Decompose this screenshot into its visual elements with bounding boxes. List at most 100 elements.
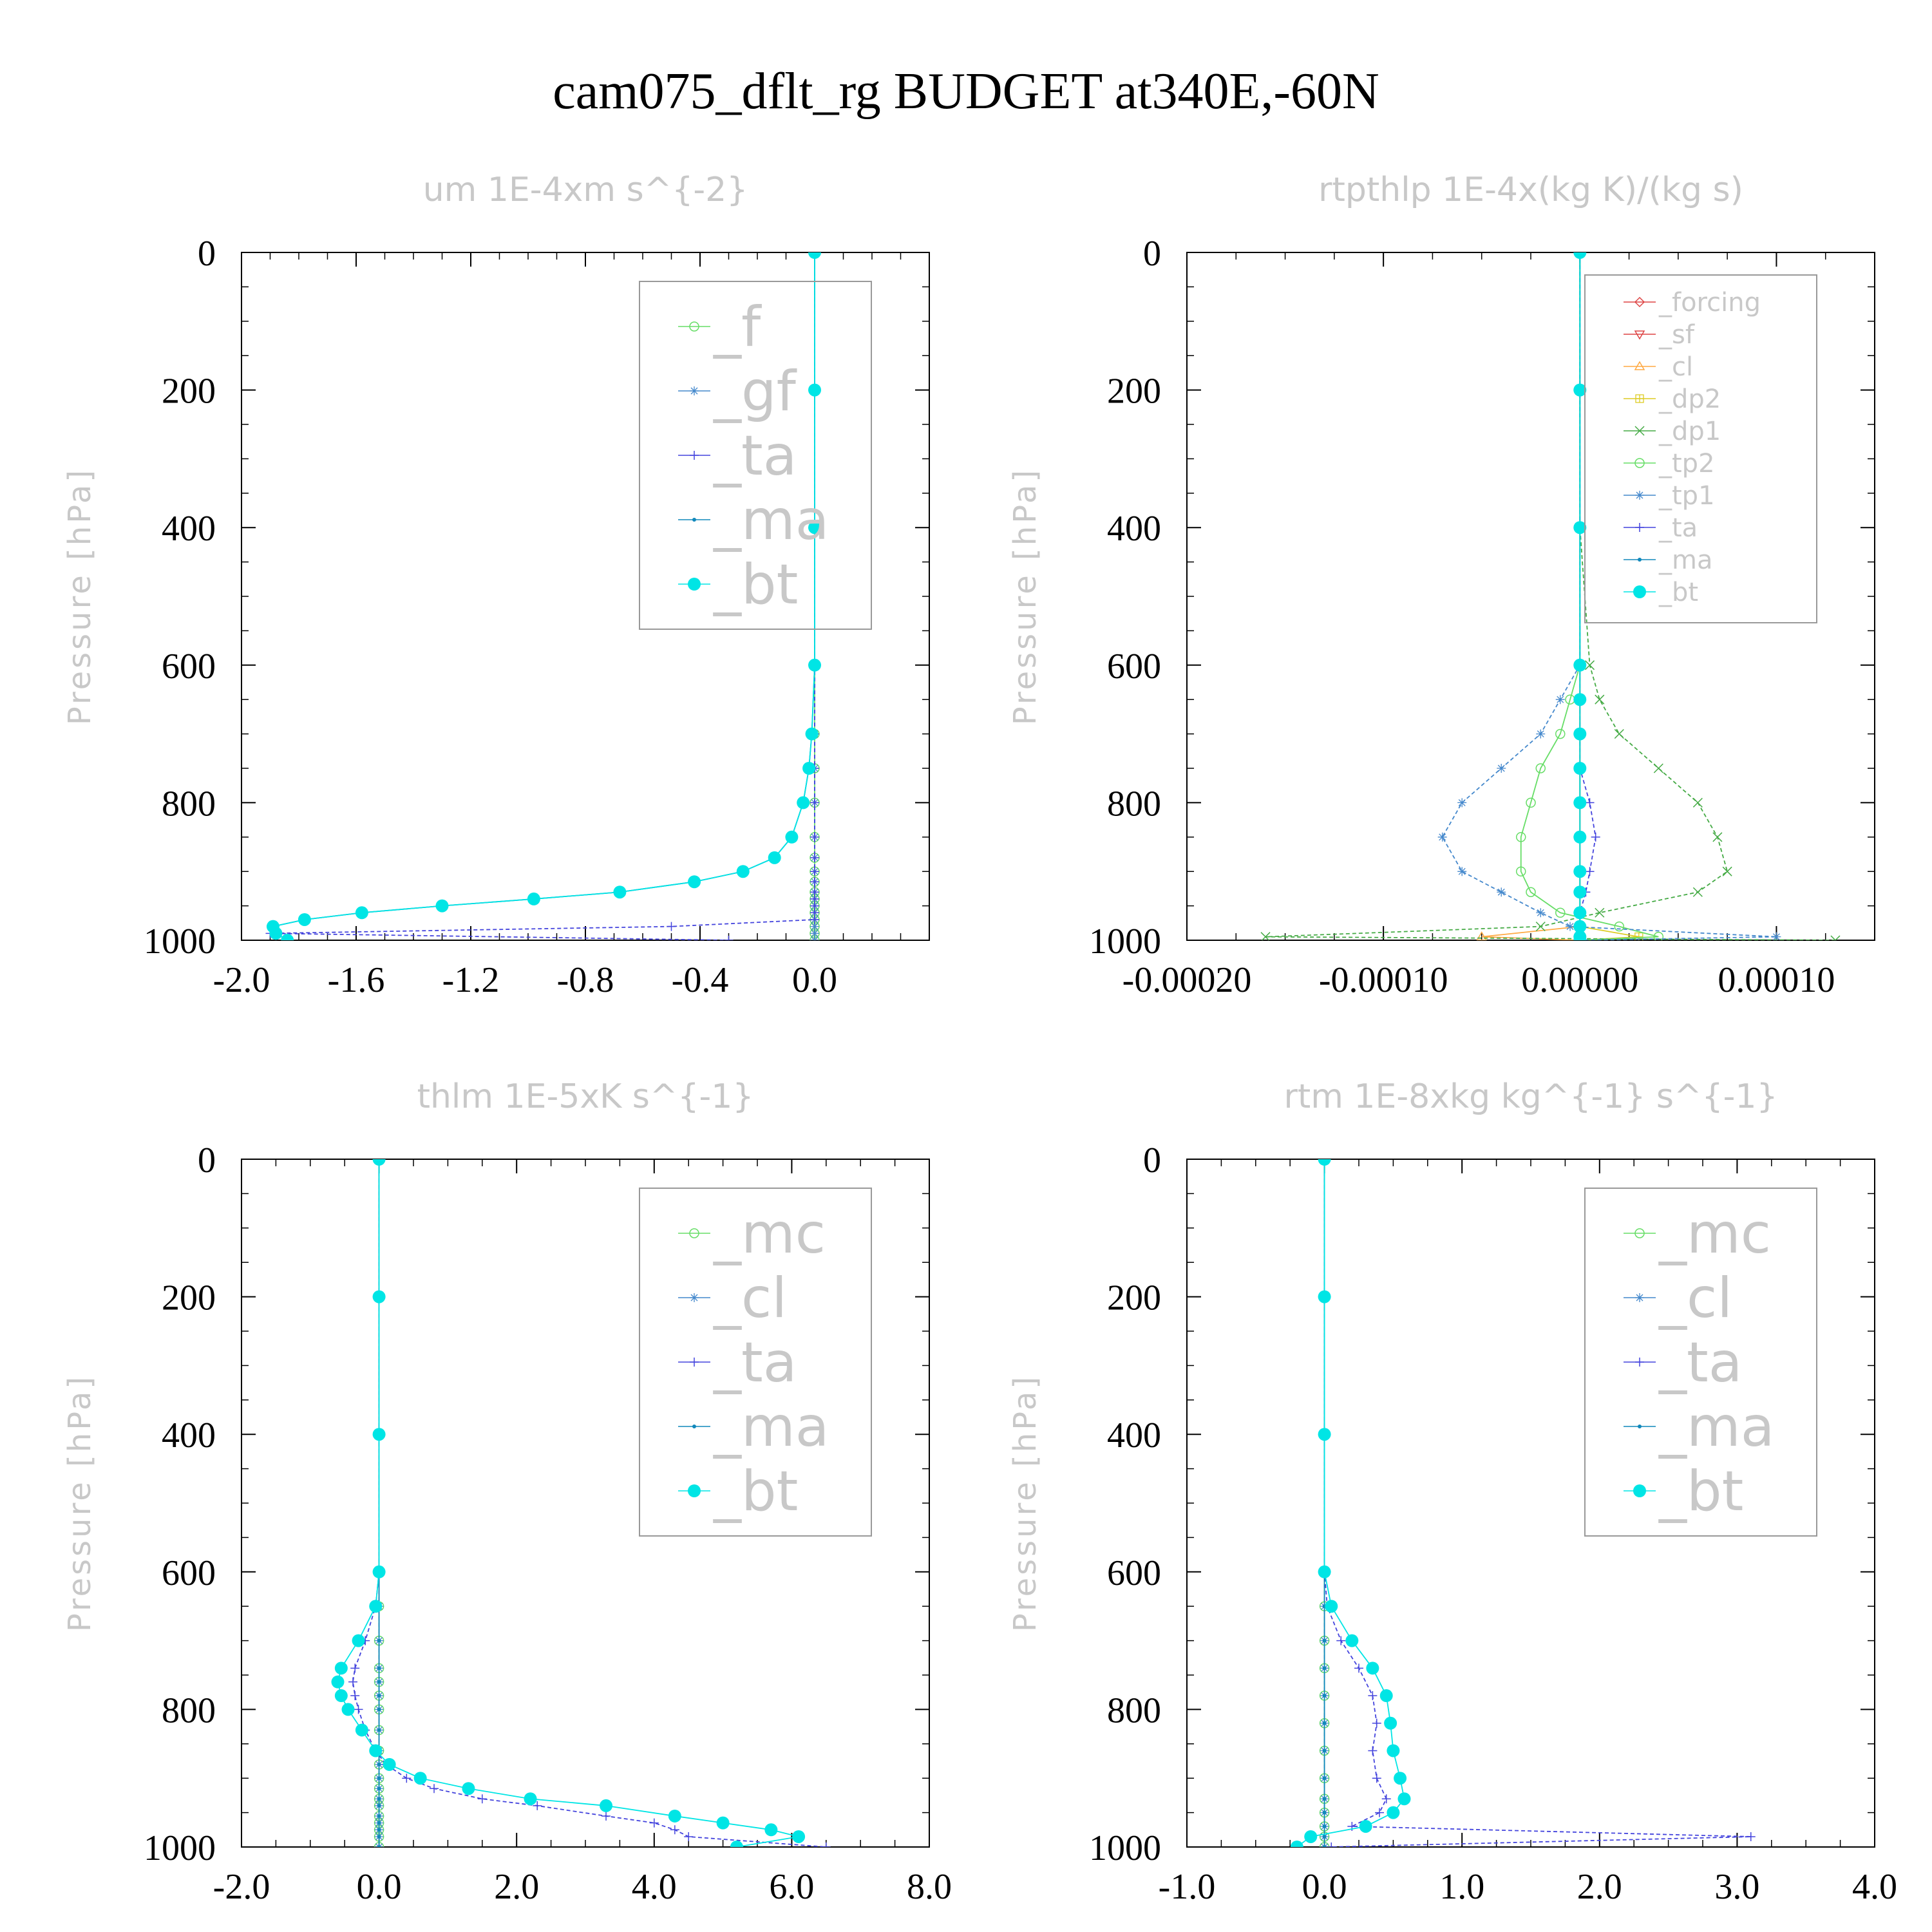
legend-marker: [1634, 296, 1645, 308]
legend-marker: [1633, 585, 1646, 598]
data-point-bt: [1573, 796, 1587, 810]
legend-marker: [1634, 426, 1645, 436]
data-point-tp1: [1536, 729, 1546, 739]
data-point-ta: [821, 1842, 831, 1847]
data-point-bt: [1384, 1716, 1397, 1730]
data-point-ta: [1372, 1718, 1381, 1728]
data-point-ma: [1322, 1638, 1327, 1643]
data-point-bt: [1573, 383, 1587, 397]
legend-box: [1584, 1188, 1817, 1537]
data-point-tp2: [1555, 728, 1566, 739]
data-point-ma: [1322, 1810, 1327, 1815]
series-group: [1260, 252, 1841, 940]
y-tick-label: 1000: [1089, 922, 1161, 961]
data-point-ta: [810, 877, 819, 887]
data-point-bt: [1573, 920, 1587, 933]
data-point-bt: [372, 1290, 386, 1303]
y-tick-label: 200: [162, 1278, 216, 1318]
data-point-bt: [808, 383, 821, 397]
data-point-dp1: [1535, 922, 1546, 932]
legend-marker: [689, 321, 699, 332]
y-tick-label: 400: [1107, 1416, 1161, 1455]
data-point-ta: [810, 853, 819, 862]
panel-title: rtpthlp 1E-4x(kg K)/(kg s): [1318, 171, 1743, 209]
data-point-ta: [670, 1825, 679, 1835]
legend-marker: [1634, 361, 1645, 370]
legend-entry-label: _ta: [1658, 513, 1698, 543]
y-tick-label: 800: [1107, 784, 1161, 824]
data-point-bt: [736, 865, 750, 878]
series-group: [331, 1159, 831, 1847]
data-point-bt: [1573, 906, 1587, 920]
data-point-ma: [377, 1834, 381, 1839]
data-point-ma: [377, 1694, 381, 1698]
data-point-ta: [724, 936, 734, 940]
data-point-bt: [1387, 1806, 1400, 1819]
x-tick-label: -2.0: [213, 1867, 270, 1907]
legend-entry-label: _dp1: [1658, 417, 1721, 446]
data-point-bt: [352, 1634, 365, 1647]
data-point-bt: [1397, 1792, 1411, 1806]
data-point-bt: [1325, 1600, 1338, 1613]
data-point-ta: [601, 1811, 611, 1821]
legend-marker: [689, 1228, 699, 1238]
data-point-bt: [372, 1565, 386, 1578]
data-point-ta: [1591, 832, 1600, 842]
data-point-dp1: [1692, 797, 1703, 808]
y-tick-label: 400: [1107, 509, 1161, 549]
data-point-ma: [377, 1707, 381, 1712]
data-point-ma: [1322, 1845, 1327, 1847]
x-tick-label: 0.0: [792, 960, 837, 1000]
y-tick-label: 200: [1107, 372, 1161, 412]
legend-entry-label: _cl: [1658, 1266, 1732, 1331]
data-point-bt: [688, 875, 701, 889]
data-point-dp1: [1830, 935, 1841, 940]
data-point-ta: [649, 1818, 659, 1828]
data-point-bt: [1573, 252, 1587, 259]
series-line-bt: [1296, 1159, 1405, 1847]
legend-entry-label: _sf: [1658, 320, 1695, 350]
data-point-bt: [369, 1744, 383, 1757]
series-line-tp1: [1441, 252, 1777, 940]
legend-marker: [1635, 1293, 1644, 1302]
data-point-bt: [1387, 1744, 1400, 1757]
data-point-ta: [348, 1677, 358, 1687]
legend-marker: [688, 1484, 701, 1497]
legend-marker: [690, 1293, 699, 1302]
data-point-ta: [350, 1663, 360, 1673]
x-tick-label: -1.6: [328, 960, 385, 1000]
data-point-bt: [1345, 1634, 1359, 1647]
data-point-ma: [1322, 1824, 1327, 1828]
legend-entry-label: _ta: [713, 424, 797, 488]
legend-entry-label: _mc: [713, 1202, 826, 1266]
chart-panel-2: rtpthlp 1E-4x(kg K)/(kg s) Pressure [hPa]…: [1007, 171, 1875, 1000]
data-point-gf: [810, 936, 819, 940]
legend-marker: [1634, 458, 1645, 468]
x-tick-label: 3.0: [1714, 1867, 1759, 1907]
series-line-dp1: [1265, 252, 1835, 940]
data-point-bt: [668, 1809, 681, 1823]
y-axis-label: Pressure [hPa]: [1007, 468, 1043, 725]
legend-marker: [1635, 394, 1644, 403]
legend-entry-label: _ma: [713, 488, 829, 553]
legend-entry-label: _ma: [1658, 1395, 1774, 1459]
data-point-ta: [1746, 1832, 1756, 1841]
data-point-ma: [1322, 1694, 1327, 1698]
legend-entry-label: _tp2: [1658, 449, 1715, 478]
y-tick-label: 800: [162, 1690, 216, 1730]
data-point-bt: [768, 851, 781, 864]
data-point-dp1: [1653, 763, 1663, 773]
data-point-tp2: [1515, 866, 1526, 876]
data-point-tp2: [1653, 931, 1664, 940]
data-point-bt: [802, 762, 816, 775]
legend-marker: [1633, 1484, 1646, 1497]
legend-marker: [1635, 1358, 1644, 1367]
x-tick-label: -0.00020: [1122, 960, 1252, 1000]
data-point-bt: [413, 1772, 427, 1785]
data-point-ma: [1322, 1748, 1327, 1753]
y-tick-label: 1000: [144, 922, 216, 961]
chart-panel-3: thlm 1E-5xK s^{-1} Pressure [hPa] 0 200 400 6…: [62, 1077, 952, 1907]
data-point-bt: [331, 1675, 345, 1689]
data-point-bt: [527, 892, 540, 905]
data-point-ma: [377, 1814, 381, 1818]
